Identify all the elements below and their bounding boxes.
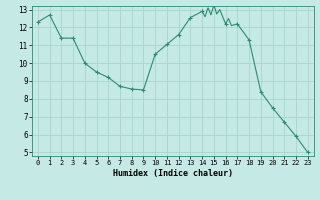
X-axis label: Humidex (Indice chaleur): Humidex (Indice chaleur) (113, 169, 233, 178)
